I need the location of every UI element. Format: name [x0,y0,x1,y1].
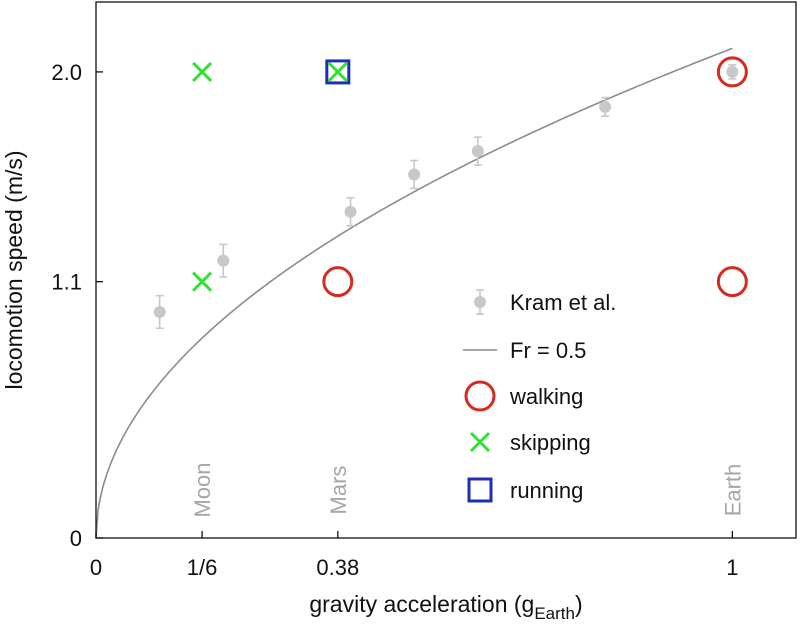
legend-item-kram-et-al-swatch [474,289,486,315]
walking-point-1 [322,266,354,298]
walking-point-2 [716,56,748,88]
skipping-point-1 [192,61,213,82]
fr-curve [95,47,733,539]
kram-point-6-dot [599,100,612,113]
legend-item-running-swatch [467,477,493,503]
legend-item-fr-0-5-label: Fr = 0.5 [510,338,586,363]
x-axis-title-subscript: Earth [534,604,575,623]
y-axis-title: locomotion speed (m/s) [1,150,27,389]
kram-point-3 [344,196,357,227]
y-tick-label-3: 2.0 [51,60,82,85]
kram-point-2-dot [217,254,230,267]
legend-item-kram-et-al-label: Kram et al. [510,290,616,315]
skipping-point-2 [192,271,213,292]
running-point-1 [325,59,351,85]
walking-point-3 [716,266,748,298]
legend-item-kram-et-al: Kram et al. [474,289,616,315]
plot-frame [95,1,797,539]
skipping-point-3-stroke-b [327,61,348,82]
legend-item-running: running [467,477,583,503]
legend-item-skipping: skipping [469,430,591,455]
kram-point-7 [726,64,739,80]
legend-item-skipping-label: skipping [510,430,591,455]
planet-label-mars: Mars [326,466,351,515]
skipping-point-3 [327,61,348,82]
legend-item-running-label: running [510,478,583,503]
x-tick-label-4: 1 [726,555,738,580]
planet-labels: Moon Mars Earth [190,462,745,517]
legend-item-walking: walking [464,380,583,412]
legend-item-skipping-swatch-stroke-b [469,431,491,453]
legend-item-skipping-swatch [469,431,491,453]
kram-points-layer [153,64,739,330]
legend: Kram et al. Fr = 0.5 walking skipping runnin… [463,289,616,503]
x-tick-label-3: 0.38 [316,555,359,580]
fr-curve-layer [95,47,733,539]
x-axis-title-main: gravity acceleration (g [309,591,534,617]
x-axis-title: gravity acceleration (gEarth) [309,591,582,623]
kram-point-5 [471,136,484,166]
legend-item-walking-swatch [464,380,496,412]
skipping-point-2-stroke-b [192,271,213,292]
kram-point-4 [408,159,421,190]
kram-point-3-dot [344,205,357,218]
skipping-point-1-stroke-b [192,61,213,82]
x-tick-label-1: 0 [90,555,102,580]
y-tick-label-1: 0 [70,526,82,551]
kram-point-5-dot [471,145,484,158]
planet-label-moon: Moon [190,462,215,517]
kram-point-2 [217,243,230,278]
x-tick-label-2: 1/6 [187,555,218,580]
x-axis-title-close: ) [575,591,583,617]
kram-point-6 [599,96,612,117]
kram-point-1-dot [153,305,166,318]
y-tick-label-2: 1.1 [51,270,82,295]
legend-item-fr-0-5: Fr = 0.5 [463,338,586,363]
kram-point-4-dot [408,168,421,181]
legend-item-walking-label: walking [509,384,583,409]
gait-markers-layer [192,56,748,298]
planet-label-earth: Earth [720,464,745,517]
legend-item-kram-et-al-swatch-dot [474,296,486,308]
kram-point-1 [153,294,166,330]
kram-point-7-dot [726,65,739,78]
